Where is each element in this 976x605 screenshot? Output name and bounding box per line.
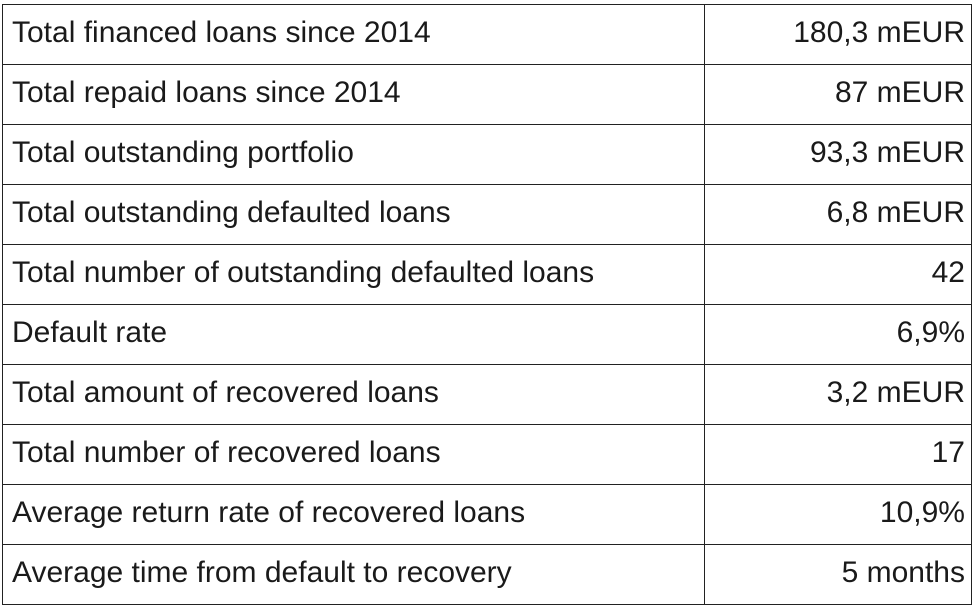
row-value: 93,3 mEUR: [704, 124, 972, 185]
row-label: Total amount of recovered loans: [2, 364, 705, 425]
table-row: Total outstanding portfolio 93,3 mEUR: [2, 124, 972, 185]
row-label: Total number of recovered loans: [2, 424, 705, 485]
row-label: Total financed loans since 2014: [2, 4, 705, 65]
row-value: 180,3 mEUR: [704, 4, 972, 65]
row-value: 6,9%: [704, 304, 972, 365]
table-row: Default rate 6,9%: [2, 304, 972, 365]
row-label: Total outstanding defaulted loans: [2, 184, 705, 245]
row-value: 3,2 mEUR: [704, 364, 972, 425]
table-row: Average return rate of recovered loans 1…: [2, 484, 972, 545]
row-value: 42: [704, 244, 972, 305]
row-label: Average return rate of recovered loans: [2, 484, 705, 545]
table-row: Total outstanding defaulted loans 6,8 mE…: [2, 184, 972, 245]
table-row: Total amount of recovered loans 3,2 mEUR: [2, 364, 972, 425]
table-row: Total number of outstanding defaulted lo…: [2, 244, 972, 305]
row-label: Total number of outstanding defaulted lo…: [2, 244, 705, 305]
row-value: 10,9%: [704, 484, 972, 545]
table-row: Total financed loans since 2014 180,3 mE…: [2, 4, 972, 65]
row-value: 6,8 mEUR: [704, 184, 972, 245]
row-label: Total outstanding portfolio: [2, 124, 705, 185]
loan-statistics-table: Total financed loans since 2014 180,3 mE…: [2, 4, 972, 605]
row-label: Total repaid loans since 2014: [2, 64, 705, 125]
row-value: 17: [704, 424, 972, 485]
table-row: Total repaid loans since 2014 87 mEUR: [2, 64, 972, 125]
table-row: Total number of recovered loans 17: [2, 424, 972, 485]
row-value: 87 mEUR: [704, 64, 972, 125]
row-label: Default rate: [2, 304, 705, 365]
